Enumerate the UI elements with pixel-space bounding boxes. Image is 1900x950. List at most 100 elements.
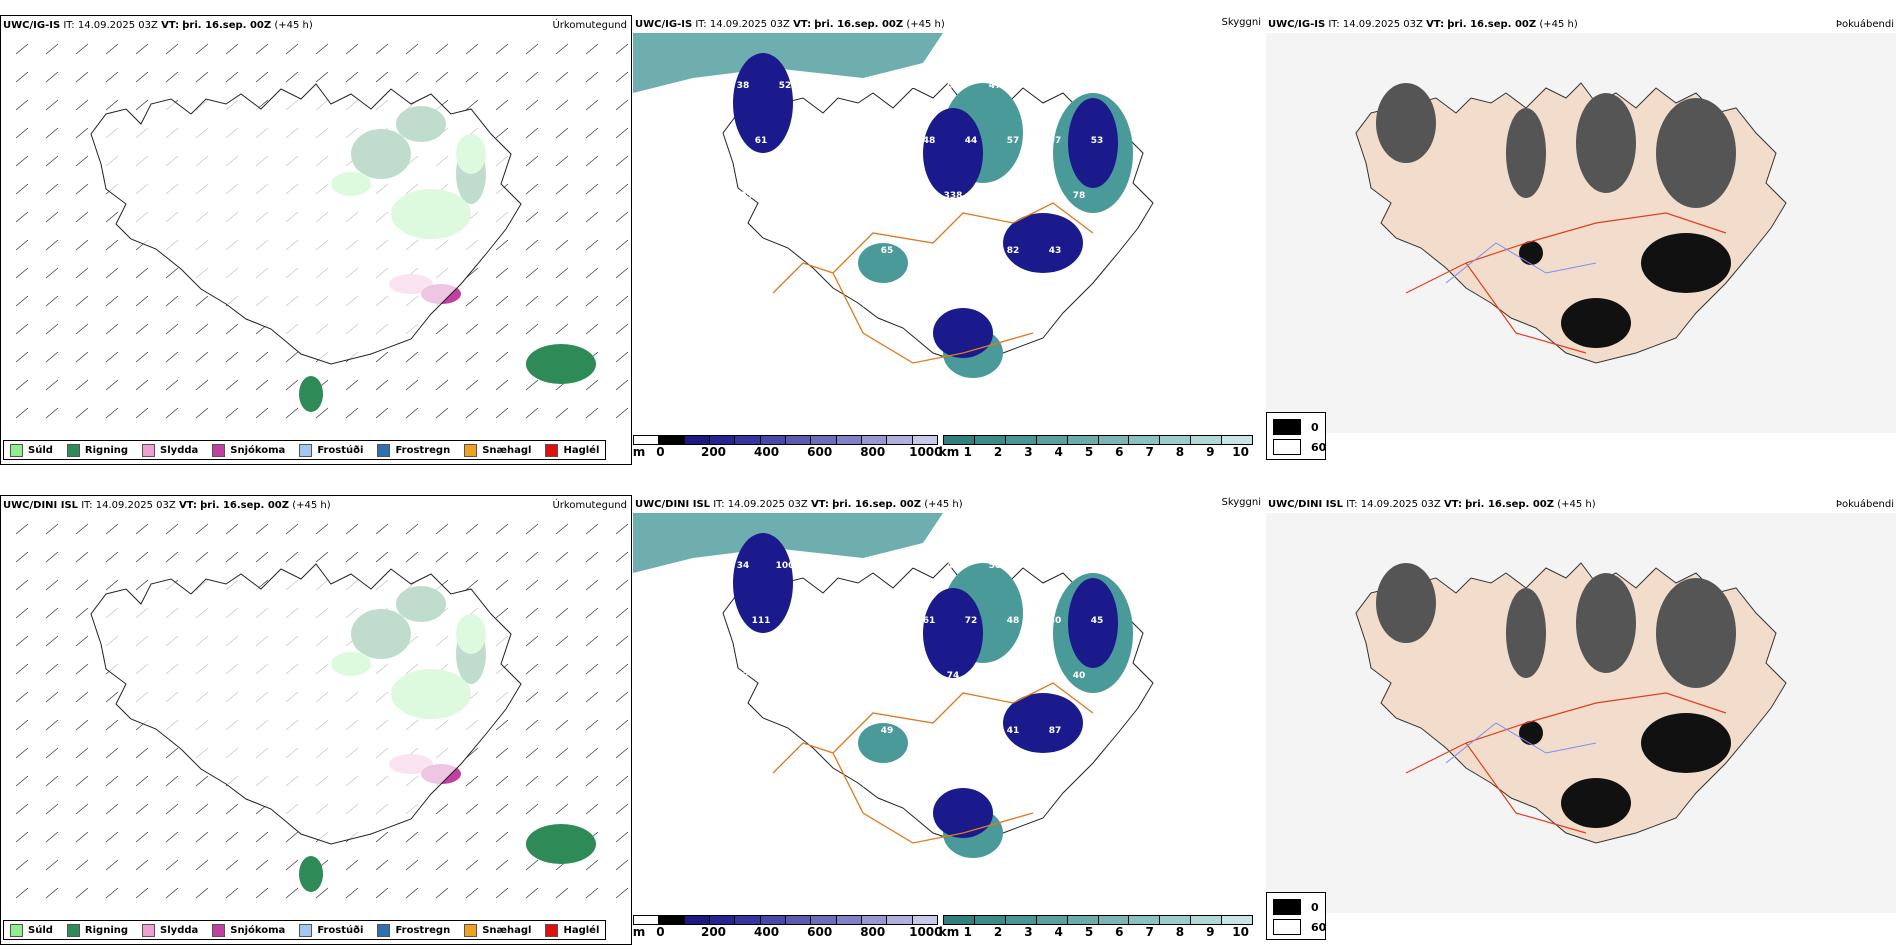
wind-barb xyxy=(465,71,479,83)
wind-barb xyxy=(45,183,59,195)
cloud-base-label: 47 xyxy=(989,81,1002,91)
legend-item: Rigning xyxy=(66,923,129,937)
fog-index-area xyxy=(1641,713,1731,773)
wind-barb xyxy=(75,635,89,647)
wind-barb xyxy=(105,551,119,563)
wind-barb xyxy=(75,99,89,111)
wind-barb xyxy=(615,523,629,535)
fog-index-area xyxy=(1656,578,1736,688)
cloud-base-label: 97 xyxy=(1049,136,1062,146)
fog-index-area xyxy=(1519,241,1543,265)
wind-barb xyxy=(495,579,509,591)
cloud-base-label: 39 xyxy=(905,81,918,91)
wind-barb xyxy=(45,663,59,675)
wind-barb xyxy=(345,407,359,419)
cloud-base-label: 105 xyxy=(734,191,753,201)
wind-barb xyxy=(615,859,629,871)
wind-barb xyxy=(195,775,209,787)
wind-barb xyxy=(165,831,179,843)
legend-label: Haglél xyxy=(563,924,600,936)
wind-barb xyxy=(615,295,629,307)
legend-swatch xyxy=(212,443,226,457)
wind-barb xyxy=(555,663,569,675)
wind-barb xyxy=(195,43,209,55)
wind-barb xyxy=(375,407,389,419)
wind-barb xyxy=(615,691,629,703)
wind-barb xyxy=(555,43,569,55)
wind-barb xyxy=(45,719,59,731)
panel-header: UWC/IG-IS IT: 14.09.2025 03Z VT: þri. 16… xyxy=(1268,19,1578,30)
panel-title: Þokuábendi xyxy=(1835,19,1894,30)
cloud-map: 38 52 29 38 39 51 47 71 61 61 60 63 47 48 44 57 97 53 105 5… xyxy=(633,33,1154,378)
cloud-base-label: 43 xyxy=(1049,246,1062,256)
cloud-base-label: 61 xyxy=(755,136,768,146)
wind-barb xyxy=(405,351,419,363)
wind-barb xyxy=(435,379,449,391)
wind-barb xyxy=(255,43,269,55)
scale-tick: 5 xyxy=(1084,925,1094,939)
wind-barb xyxy=(495,859,509,871)
cloud-base-label: 38 xyxy=(863,81,876,91)
wind-barb xyxy=(75,379,89,391)
scale-tick: 200 xyxy=(700,445,727,459)
wind-barb xyxy=(15,523,29,535)
wind-barb xyxy=(465,579,479,591)
wind-barb xyxy=(75,267,89,279)
wind-barb xyxy=(465,859,479,871)
legend-item: Snæhagl xyxy=(464,443,531,457)
legend-item: Súld xyxy=(10,923,53,937)
legend-label: Haglél xyxy=(563,444,600,456)
wind-barb xyxy=(375,887,389,899)
cloud-base-label: 44 xyxy=(947,561,960,571)
low-visibility-area xyxy=(858,243,908,283)
legend-item: Haglél xyxy=(545,923,600,937)
wind-barb xyxy=(75,155,89,167)
legend-label: Frostregn xyxy=(395,444,451,456)
cloud-panel-top: UWC/IG-IS IT: 14.09.2025 03Z VT: þri. 16… xyxy=(633,15,1265,465)
wind-barb xyxy=(465,831,479,843)
legend-swatch xyxy=(464,443,478,457)
panel-title: Skyggni xyxy=(1221,497,1261,508)
wind-barb xyxy=(45,523,59,535)
legend-label: Rigning xyxy=(84,924,129,936)
wind-barb xyxy=(15,351,29,363)
wind-barb xyxy=(405,831,419,843)
scale-tick: 5 xyxy=(1084,445,1094,459)
wind-barb xyxy=(195,71,209,83)
wind-barb xyxy=(45,295,59,307)
legend-item: Rigning xyxy=(66,443,128,457)
wind-barb xyxy=(105,719,119,731)
wind-barb xyxy=(465,551,479,563)
wind-barb xyxy=(585,407,599,419)
wind-barb xyxy=(435,551,449,563)
wind-barb xyxy=(555,607,569,619)
wind-barb xyxy=(165,43,179,55)
legend-swatch xyxy=(142,923,156,937)
cloud-base-label: 34 xyxy=(737,561,750,571)
wind-barb xyxy=(15,607,29,619)
panel-header: UWC/DINI ISL IT: 14.09.2025 03Z VT: þri.… xyxy=(635,499,963,510)
low-cloud-area xyxy=(1003,693,1083,753)
wind-barb xyxy=(525,295,539,307)
wind-barb xyxy=(585,747,599,759)
cloud-base-label: 111 xyxy=(752,616,771,626)
fog-map xyxy=(1266,513,1896,913)
scale-tick: 600 xyxy=(807,445,833,459)
cloud-base-label: 52 xyxy=(779,81,792,91)
wind-barb xyxy=(225,71,239,83)
wind-barb xyxy=(555,747,569,759)
wind-barb xyxy=(585,579,599,591)
wind-barb xyxy=(555,211,569,223)
cloud-base-label: 70 xyxy=(797,616,810,626)
fog-index-area xyxy=(1561,298,1631,348)
wind-barb xyxy=(345,859,359,871)
wind-barb xyxy=(615,43,629,55)
cloud-base-label: 60 xyxy=(797,136,810,146)
cloud-base-label: 112 xyxy=(776,781,795,791)
cloud-base-label: 47 xyxy=(881,136,894,146)
wind-barb xyxy=(75,407,89,419)
wind-barb xyxy=(615,155,629,167)
wind-barb xyxy=(15,691,29,703)
wind-barb xyxy=(135,551,149,563)
scale-tick: 3 xyxy=(1024,925,1033,939)
